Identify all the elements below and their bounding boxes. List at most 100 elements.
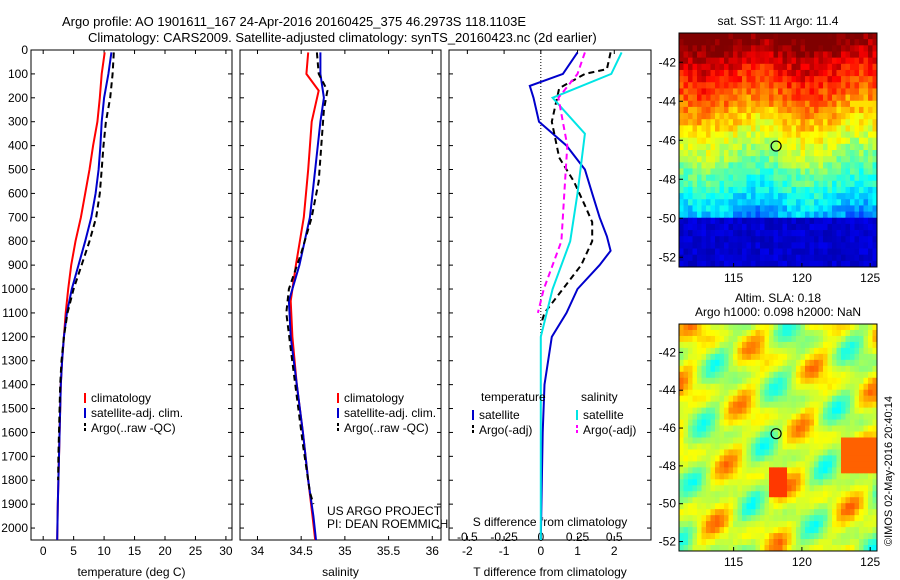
map-cell <box>715 33 720 40</box>
map-cell <box>791 193 797 200</box>
map-cell <box>841 156 846 163</box>
map-cell <box>733 347 738 355</box>
map-cell <box>692 413 698 420</box>
map-cell <box>715 545 720 552</box>
map-cell <box>805 527 810 534</box>
map-cell <box>724 57 729 65</box>
map-cell <box>769 455 774 462</box>
map-cell <box>832 88 837 95</box>
map-cell <box>809 33 815 40</box>
map-cell <box>742 347 747 355</box>
map-cell <box>827 63 833 71</box>
map-cell <box>805 150 810 157</box>
map-cell <box>706 242 711 249</box>
map-cell <box>809 491 815 498</box>
map-cell <box>769 335 774 343</box>
map-cell <box>827 509 833 516</box>
map-cell <box>787 455 792 462</box>
map-cell <box>733 82 738 89</box>
map-cell <box>751 419 756 426</box>
map-cell <box>787 341 792 349</box>
map-cell <box>850 156 855 163</box>
map-cell <box>719 254 725 262</box>
map-cell <box>728 223 734 231</box>
map-cell <box>746 193 752 200</box>
map-cell <box>809 425 815 432</box>
map-cell <box>778 113 783 120</box>
map-cell <box>818 377 824 385</box>
map-cell <box>863 76 869 83</box>
map-cell <box>755 443 761 450</box>
map-cell <box>850 236 855 243</box>
map-cell <box>859 94 864 102</box>
map-cell <box>742 162 747 169</box>
map-cell <box>872 437 878 444</box>
map-cell <box>872 521 878 528</box>
map-cell <box>805 431 810 438</box>
map-cell <box>836 324 842 331</box>
map-cell <box>845 335 851 343</box>
map-cell <box>832 131 837 139</box>
map-cell <box>706 383 711 391</box>
map-cell <box>791 335 797 343</box>
map-cell <box>791 94 797 102</box>
map-cell <box>697 413 702 420</box>
map-cell <box>760 539 765 546</box>
map-cell <box>850 125 855 132</box>
map-cell <box>868 521 873 528</box>
map-cell <box>688 260 693 268</box>
map-cell <box>697 431 702 438</box>
map-cell <box>778 137 783 145</box>
map-cell <box>800 347 806 355</box>
map-cell <box>701 449 707 456</box>
map-cell <box>809 88 815 95</box>
map-cell <box>791 324 797 331</box>
map-cell <box>859 324 864 331</box>
map-cell <box>728 248 734 256</box>
map-cell <box>841 485 846 492</box>
map-cell <box>850 119 855 126</box>
map-cell <box>805 76 810 83</box>
map-cell <box>737 407 743 414</box>
map-cell <box>818 33 824 40</box>
map-cell <box>868 180 873 188</box>
map-cell <box>782 383 788 391</box>
map-cell <box>697 443 702 450</box>
map-cell <box>832 485 837 492</box>
map-cell <box>683 425 689 432</box>
map-cell <box>782 94 788 102</box>
map-cell <box>692 113 698 120</box>
map-cell <box>782 211 788 219</box>
map-cell <box>742 377 747 385</box>
map-cell <box>782 45 788 52</box>
map-cell <box>737 449 743 456</box>
plot-frame <box>448 49 652 541</box>
map-cell <box>809 341 815 349</box>
map-cell <box>863 230 869 237</box>
map-cell <box>719 45 725 52</box>
map-cell <box>683 199 689 206</box>
map-cell <box>769 125 774 132</box>
map-cell <box>791 503 797 510</box>
map-cell <box>872 473 878 480</box>
map-cell <box>773 431 779 438</box>
argo-float-marker <box>770 140 782 152</box>
map-cell <box>827 521 833 528</box>
map-cell <box>724 545 729 552</box>
map-cell <box>796 521 801 528</box>
map-cell <box>719 236 725 243</box>
map-cell <box>701 150 707 157</box>
map-cell <box>679 186 684 194</box>
map-cell <box>719 329 725 337</box>
map-cell <box>800 88 806 95</box>
map-cell <box>683 45 689 52</box>
map-cell <box>742 242 747 249</box>
map-cell <box>773 131 779 139</box>
map-cell <box>710 63 716 71</box>
map-cell <box>796 515 801 522</box>
map-cell <box>773 503 779 510</box>
map-cell <box>728 76 734 83</box>
map-cell <box>823 371 828 379</box>
y-tick-label: 1200 <box>1 330 28 344</box>
map-cell <box>746 217 752 225</box>
